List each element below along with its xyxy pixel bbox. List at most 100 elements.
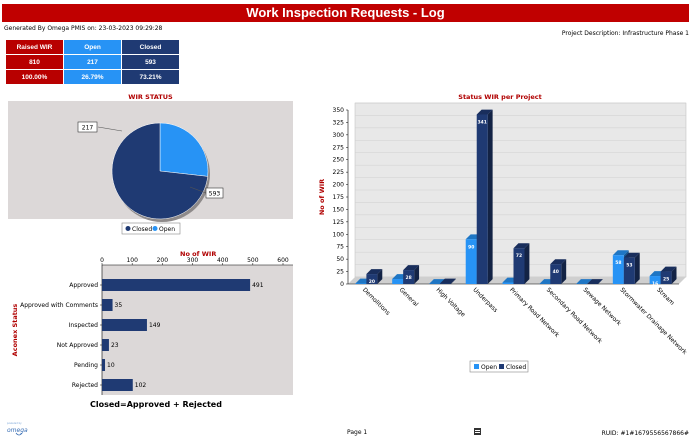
page-number: Page 1 <box>347 429 368 436</box>
summary-count-row: 810 217 593 <box>5 54 180 70</box>
vbar-ytick-label: 150 <box>333 206 345 213</box>
percent-raised: 100.00% <box>5 69 64 85</box>
svg-text:omega: omega <box>7 427 28 434</box>
vbar-bar-side <box>524 243 530 284</box>
hbar-bar <box>102 359 106 371</box>
vbar-bar-open <box>502 282 514 284</box>
vbar-legend-closed: Closed <box>506 364 526 371</box>
vbar-ytick-label: 275 <box>333 144 345 151</box>
vbar-ytick-label: 300 <box>333 132 345 139</box>
vbar-bar-top <box>403 265 420 271</box>
vbar-value-label: 28 <box>406 275 412 281</box>
vbar-bar-open <box>392 279 404 284</box>
percent-open: 26.79% <box>63 69 122 85</box>
pie-chart-title: WIR STATUS <box>128 93 173 101</box>
hbar-bar <box>102 319 147 331</box>
hbar-caption: Closed=Approved + Rejected <box>90 400 222 409</box>
pie-label-closed: 593 <box>209 191 221 198</box>
status-per-project-chart: 0 25 50 75 100 125 150 175 200 225 250 275 300 325 350… <box>318 102 688 373</box>
pie-slice-open <box>159 122 209 177</box>
vbar-category-label: Stream <box>655 286 675 306</box>
hbar-xtick-label: 600 <box>277 257 289 264</box>
vbar-bar-top <box>660 266 677 272</box>
hbar-xtick-label: 300 <box>187 257 199 264</box>
summary-header-row: Raised WIR Open Closed <box>5 39 180 55</box>
vbar-value-label: 40 <box>553 269 559 275</box>
vbar-bar-closed <box>660 271 672 284</box>
vbar-value-label: 58 <box>615 260 621 266</box>
pie-legend-swatch-open <box>152 226 158 231</box>
vbar-legend-swatch-open <box>474 364 479 369</box>
vbar-value-label: 20 <box>369 279 375 285</box>
vbar-bar-top <box>476 109 493 115</box>
vbar-value-label: 341 <box>478 119 487 125</box>
hbar-ylabel: Aconex Status <box>11 304 19 357</box>
vbar-category-label: Demolitions <box>361 286 391 316</box>
hbar-xtick-label: 400 <box>217 257 229 264</box>
vbar-bar-side <box>487 109 493 285</box>
generated-text: Generated By Omega PMIS on: 23-03-2023 0… <box>4 25 163 32</box>
vbar-bar-open <box>612 255 624 284</box>
pie-legend-open: Open <box>159 226 175 233</box>
vbar-bar-top <box>439 278 456 284</box>
vbar-bar-closed <box>623 257 635 284</box>
header-closed: Closed <box>121 39 180 55</box>
vbar-value-label: 90 <box>468 244 474 250</box>
hbar-xtick-label: 0 <box>100 257 104 264</box>
vbar-category-label: Stormwater Drainage Network <box>618 286 688 356</box>
omega-logo: powered by omega <box>6 420 30 438</box>
vbar-ylabel: No of WIR <box>318 179 326 215</box>
hbar-value-label: 491 <box>252 282 264 289</box>
vbar-ytick-label: 25 <box>336 269 344 276</box>
vbar-bar-top <box>612 250 629 256</box>
vbar-ytick-label: 0 <box>340 281 344 288</box>
vbar-category-label: Sewage Network <box>582 286 623 327</box>
aconex-status-bar-chart: 0 100 200 300 400 500 600 Approved 491 Approved w… <box>11 257 293 395</box>
vbar-bar-closed <box>403 270 415 284</box>
vbar-ytick-label: 100 <box>333 231 345 238</box>
vbar-ytick-label: 75 <box>336 244 344 251</box>
header-open: Open <box>63 39 122 55</box>
vbar-category-label: High Voltage <box>435 286 467 318</box>
vbar-ytick-label: 175 <box>333 194 345 201</box>
pie-slice-closed <box>111 122 208 220</box>
hbar-xlabel: No of WIR <box>180 250 217 258</box>
svg-text:powered by: powered by <box>7 421 22 425</box>
vbar-bar-closed <box>476 114 488 284</box>
vbar-legend-open: Open <box>481 364 497 371</box>
vbar-value-label: 72 <box>516 253 522 259</box>
barcode-icon <box>474 428 481 435</box>
vbar-legend-swatch-closed <box>499 364 504 369</box>
pie-label-box-closed <box>205 187 224 199</box>
pie-label-box-open <box>77 121 98 133</box>
vbar-bar-top <box>576 279 592 284</box>
vbar-ytick-label: 200 <box>333 182 345 189</box>
vbar-category-label: Underpass <box>471 286 499 314</box>
header-raised: Raised WIR <box>5 39 64 55</box>
pie-legend-closed: Closed <box>132 226 152 233</box>
vbar-bar-open <box>465 239 477 284</box>
ruid-text: RUID: #1#1679556567866# <box>601 430 689 437</box>
hbar-category-label: Pending <box>74 362 98 369</box>
vbar-bar-top <box>366 269 383 275</box>
hbar-bar <box>102 299 113 311</box>
hbar-value-label: 10 <box>107 362 115 369</box>
hbar-bar <box>102 279 251 291</box>
hbar-value-label: 149 <box>149 322 161 329</box>
vbar-category-label: General <box>398 286 420 308</box>
vbar-ytick-label: 325 <box>333 119 345 126</box>
summary-table: Raised WIR Open Closed 810 217 593 100.0… <box>5 39 180 85</box>
count-open: 217 <box>63 54 122 70</box>
vbar-bar-closed <box>513 248 525 284</box>
vbar-value-label: 10 <box>395 284 401 290</box>
pie-legend-box <box>121 222 181 235</box>
hbar-xtick-label: 200 <box>157 257 169 264</box>
vbar-bar-top <box>550 259 567 265</box>
vbar-ytick-label: 225 <box>333 169 345 176</box>
hbar-xtick-label: 100 <box>126 257 138 264</box>
vbar-bar-top <box>513 243 530 249</box>
vbar-value-label: 53 <box>626 263 632 269</box>
hbar-value-label: 102 <box>135 382 147 389</box>
vbar-bar-top <box>623 252 640 258</box>
vbar-bar-closed <box>550 264 562 284</box>
